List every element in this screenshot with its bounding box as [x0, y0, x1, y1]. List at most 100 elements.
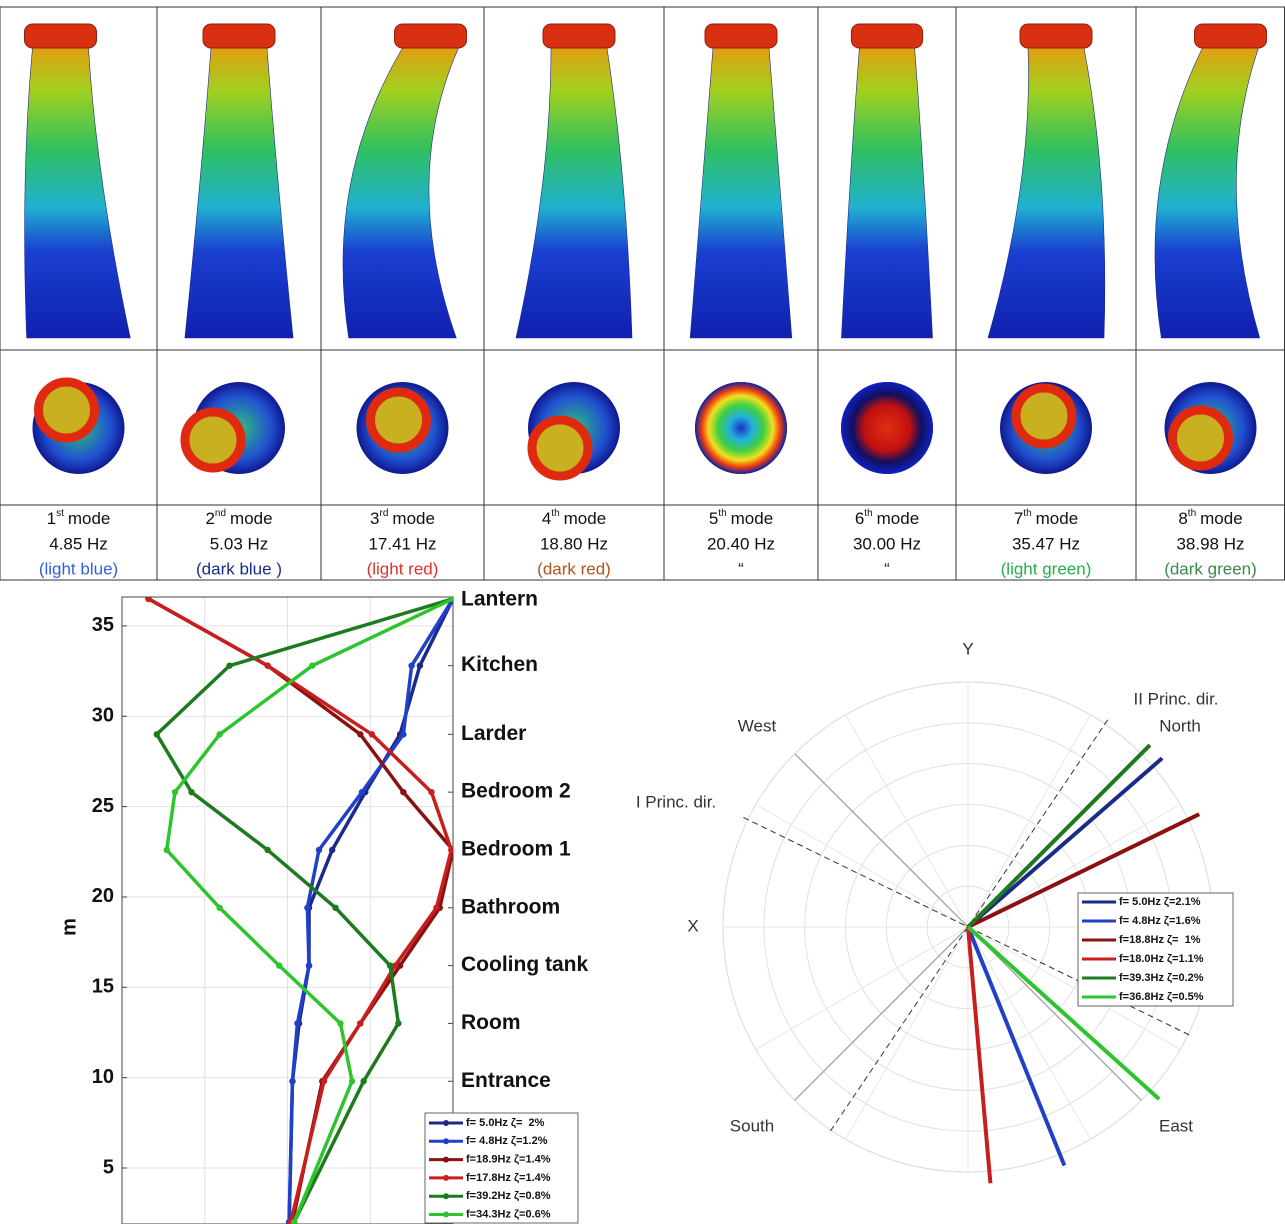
tower-cap — [704, 23, 778, 49]
series-point — [153, 731, 160, 738]
series-point — [448, 846, 453, 854]
floor-label: Larder — [461, 722, 526, 745]
mode-word: mode — [230, 509, 273, 528]
direction-line — [966, 756, 1164, 929]
floor-label: Room — [461, 1011, 521, 1034]
mode-note: “ — [738, 559, 744, 578]
series-point — [408, 662, 415, 669]
mode-frequency: 35.47 Hz — [1012, 534, 1080, 553]
mode-note: (dark green) — [1164, 559, 1257, 578]
y-tick-label: 25 — [92, 795, 114, 817]
top-view-ring — [34, 377, 99, 443]
series-point — [328, 846, 336, 854]
mode-word: mode — [1200, 509, 1243, 528]
tower-render — [689, 47, 793, 339]
tower-cap — [850, 23, 924, 49]
legend-swatch-dot — [443, 1211, 449, 1218]
top-view-ring — [1011, 383, 1077, 449]
series-point — [357, 731, 364, 738]
series-point — [216, 731, 223, 738]
compass-label: North — [1159, 716, 1201, 735]
series-point — [428, 788, 435, 796]
tower-render — [1154, 47, 1261, 339]
series-point — [433, 904, 440, 911]
mode-word: mode — [392, 509, 435, 528]
series-point — [320, 1078, 328, 1085]
series-point — [332, 904, 339, 911]
compass-line — [794, 926, 969, 1101]
direction-line — [966, 925, 1161, 1101]
series-point — [171, 788, 179, 796]
series-point — [276, 962, 283, 969]
series-point — [368, 731, 376, 738]
y-axis-label: m — [58, 918, 80, 936]
principal-line — [827, 719, 1109, 1135]
mode-title: 2nd mode — [205, 508, 272, 529]
legend-box — [1077, 892, 1234, 1007]
mode-suffix: rd — [380, 508, 389, 519]
direction-line — [966, 743, 1152, 929]
series-point — [357, 1020, 364, 1027]
series-point — [396, 962, 404, 969]
mode-note: (light blue) — [39, 559, 118, 578]
y-tick-label: 30 — [92, 705, 114, 727]
mode-title: 3rd mode — [370, 508, 435, 529]
legend-label: f=39.3Hz ζ=0.2% — [1119, 972, 1204, 984]
mode-suffix: st — [56, 508, 64, 519]
y-tick-label: 15 — [92, 976, 114, 998]
mode-title: 1st mode — [47, 508, 111, 529]
mode-word: mode — [1036, 509, 1079, 528]
legend-label: f=18.0Hz ζ=1.1% — [1119, 953, 1204, 965]
principal-label: I Princ. dir. — [636, 792, 716, 811]
principal-line — [743, 817, 1193, 1037]
plot-frame — [121, 596, 454, 1224]
compass-line — [967, 926, 1142, 1101]
direction-line — [967, 812, 1201, 929]
mode-ordinal: 6 — [855, 509, 864, 528]
top-view-ring — [366, 387, 431, 453]
tower-cap — [24, 23, 97, 49]
tower-render — [515, 47, 633, 339]
legend-swatch-dot — [443, 1193, 449, 1200]
floor-label: Entrance — [461, 1069, 551, 1092]
mode-title: 7th mode — [1014, 508, 1078, 529]
tower-render — [24, 47, 131, 339]
series-point — [360, 1078, 367, 1085]
mode-word: mode — [877, 509, 920, 528]
tower-render — [184, 47, 294, 339]
series-point — [294, 1020, 301, 1027]
floor-label: Lantern — [461, 588, 538, 611]
legend-label: f=39.2Hz ζ=0.8% — [466, 1190, 551, 1202]
legend-swatch-dot — [443, 1156, 449, 1163]
compass-label: South — [730, 1116, 774, 1135]
series-point — [289, 1078, 296, 1085]
mode-word: mode — [731, 509, 774, 528]
series-point — [358, 788, 366, 796]
legend-label: f= 4.8Hz ζ=1.6% — [1119, 915, 1201, 927]
tower-cap — [1019, 23, 1093, 49]
series-point — [264, 662, 271, 669]
mode-suffix: th — [1188, 508, 1196, 519]
mode-suffix: th — [1023, 508, 1031, 519]
top-view-ring — [527, 415, 593, 481]
mode-title: 5th mode — [709, 508, 773, 529]
floor-label: Cooling tank — [461, 953, 588, 976]
y-tick-label: 20 — [92, 885, 114, 907]
series-point — [145, 597, 152, 603]
series-point — [395, 1020, 402, 1027]
axis-label: X — [687, 916, 698, 935]
legend-swatch-dot — [443, 1120, 449, 1126]
tower-render — [841, 47, 933, 339]
direction-line — [966, 926, 1067, 1167]
mode-note: (dark blue ) — [196, 559, 282, 578]
top-view-ring — [695, 382, 787, 474]
mode-ordinal: 5 — [709, 509, 718, 528]
series-point — [264, 846, 271, 854]
mode-note: (dark red) — [537, 559, 611, 578]
series-point — [348, 1078, 356, 1085]
mode-suffix: th — [551, 508, 559, 519]
mode-frequency: 38.98 Hz — [1176, 534, 1244, 553]
mode-shape-chart: 5 10 15 20 25 30 35 m Entrance Room Cooling tank Ba… — [58, 588, 588, 1224]
direction-line — [966, 926, 993, 1184]
